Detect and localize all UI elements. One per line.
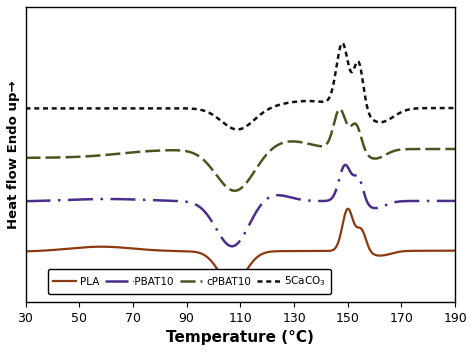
cPBAT10	[452, 147, 458, 151]
·PBAT10	[444, 199, 450, 203]
·PBAT10	[342, 163, 348, 167]
5CaCO$_3$	[444, 106, 450, 110]
cPBAT10	[232, 189, 237, 193]
PLA	[23, 249, 28, 253]
PLA	[452, 249, 458, 253]
Line: PLA: PLA	[26, 209, 455, 285]
PLA	[97, 245, 103, 249]
·PBAT10	[229, 244, 235, 249]
Line: cPBAT10: cPBAT10	[26, 109, 455, 191]
·PBAT10	[97, 197, 103, 201]
cPBAT10	[337, 107, 343, 111]
5CaCO$_3$	[23, 106, 28, 111]
PLA	[444, 249, 450, 253]
Line: 5CaCO$_3$: 5CaCO$_3$	[26, 43, 455, 130]
·PBAT10	[187, 200, 193, 205]
·PBAT10	[398, 199, 403, 203]
5CaCO$_3$	[187, 106, 193, 111]
5CaCO$_3$	[206, 111, 212, 115]
X-axis label: Temperature (°C): Temperature (°C)	[166, 330, 314, 345]
PLA	[345, 207, 351, 211]
5CaCO$_3$	[452, 106, 458, 110]
5CaCO$_3$	[339, 41, 345, 45]
cPBAT10	[398, 147, 403, 152]
5CaCO$_3$	[97, 106, 103, 111]
Line: ·PBAT10: ·PBAT10	[26, 165, 455, 246]
·PBAT10	[23, 199, 28, 203]
cPBAT10	[444, 147, 450, 151]
cPBAT10	[206, 163, 212, 168]
·PBAT10	[206, 215, 212, 219]
PLA	[187, 249, 193, 253]
PLA	[206, 257, 212, 261]
PLA	[398, 250, 403, 254]
5CaCO$_3$	[235, 127, 240, 132]
·PBAT10	[452, 199, 458, 203]
cPBAT10	[187, 150, 193, 154]
PLA	[72, 246, 77, 250]
Legend: PLA, ·PBAT10, cPBAT10, 5CaCO$_3$: PLA, ·PBAT10, cPBAT10, 5CaCO$_3$	[48, 269, 331, 294]
cPBAT10	[72, 155, 77, 159]
5CaCO$_3$	[72, 106, 77, 111]
·PBAT10	[72, 197, 77, 202]
PLA	[229, 283, 235, 287]
cPBAT10	[23, 156, 28, 160]
Y-axis label: Heat flow Endo up→: Heat flow Endo up→	[7, 80, 20, 229]
cPBAT10	[97, 153, 103, 158]
5CaCO$_3$	[398, 110, 403, 114]
